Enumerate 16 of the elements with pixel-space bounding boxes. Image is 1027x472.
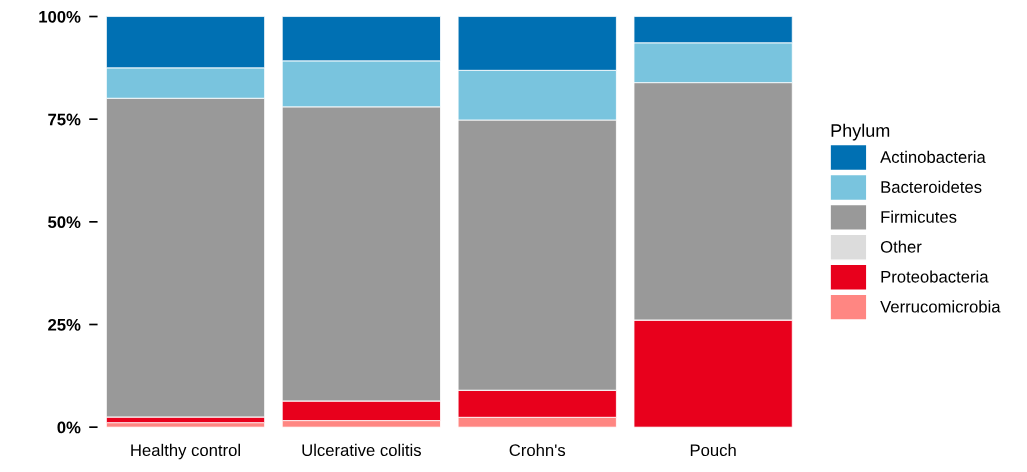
- y-tick-label: 100%: [39, 10, 81, 23]
- legend-label: Actinobacteria: [880, 150, 986, 163]
- legend-label: Firmicutes: [881, 210, 957, 223]
- y-tick-label: 0%: [57, 421, 81, 434]
- x-tick-label: Crohn's: [509, 443, 566, 457]
- y-tick-label: 75%: [48, 113, 81, 126]
- legend-label: Proteobacteria: [881, 270, 989, 283]
- x-tick-label: Ulcerative colitis: [302, 443, 421, 457]
- legend-label: Verrucomicrobia: [880, 300, 1001, 313]
- y-tick-label: 50%: [48, 216, 81, 229]
- y-tick-label: 25%: [48, 318, 81, 331]
- legend-label: Bacteroidetes: [881, 180, 982, 193]
- x-tick-label: Healthy control: [131, 443, 240, 460]
- legend-label: Other: [880, 240, 922, 253]
- legend-title: Phylum: [831, 123, 890, 141]
- x-tick-label: Pouch: [690, 443, 736, 457]
